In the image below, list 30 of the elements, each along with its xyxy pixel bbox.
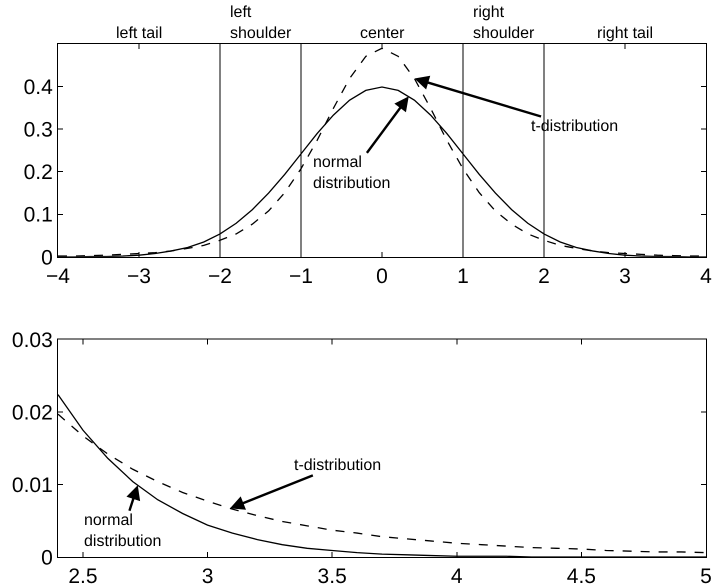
y-tick-label: 0.3 [24,118,53,142]
x-tick-label: 3 [202,565,214,587]
x-tick-label: −1 [289,265,313,288]
x-tick-label: 5 [700,565,712,587]
x-tick-label: 2.5 [68,565,98,587]
x-tick-label: 4.5 [566,565,596,587]
y-tick-label: 0 [41,546,53,570]
annotation: normal distribution [84,512,162,550]
annotation: t-distribution [294,457,382,474]
y-tick-label: 0.01 [12,474,53,497]
x-tick-label: 0 [376,265,388,288]
annotation: normal distribution [313,154,390,192]
x-tick-label: −3 [127,265,151,288]
y-tick-label: 0.2 [24,161,53,184]
x-tick-label: 1 [457,265,469,288]
x-tick-label: 4 [700,265,712,288]
text: right tail [597,25,654,42]
x-tick-label: 2 [538,265,550,288]
text: center [360,25,406,42]
y-tick-label: 0.1 [24,204,53,227]
y-tick-label: 0.4 [24,76,54,99]
x-tick-label: 3 [619,265,631,288]
text: left tail [116,25,162,42]
text: left shoulder [230,4,292,42]
x-tick-label: 3.5 [318,565,347,587]
y-tick-label: 0.03 [12,328,53,352]
x-tick-label: 4 [450,565,463,587]
y-tick-label: 0.02 [12,401,53,424]
x-tick-label: −2 [208,265,232,288]
text: right shoulder [473,4,536,42]
